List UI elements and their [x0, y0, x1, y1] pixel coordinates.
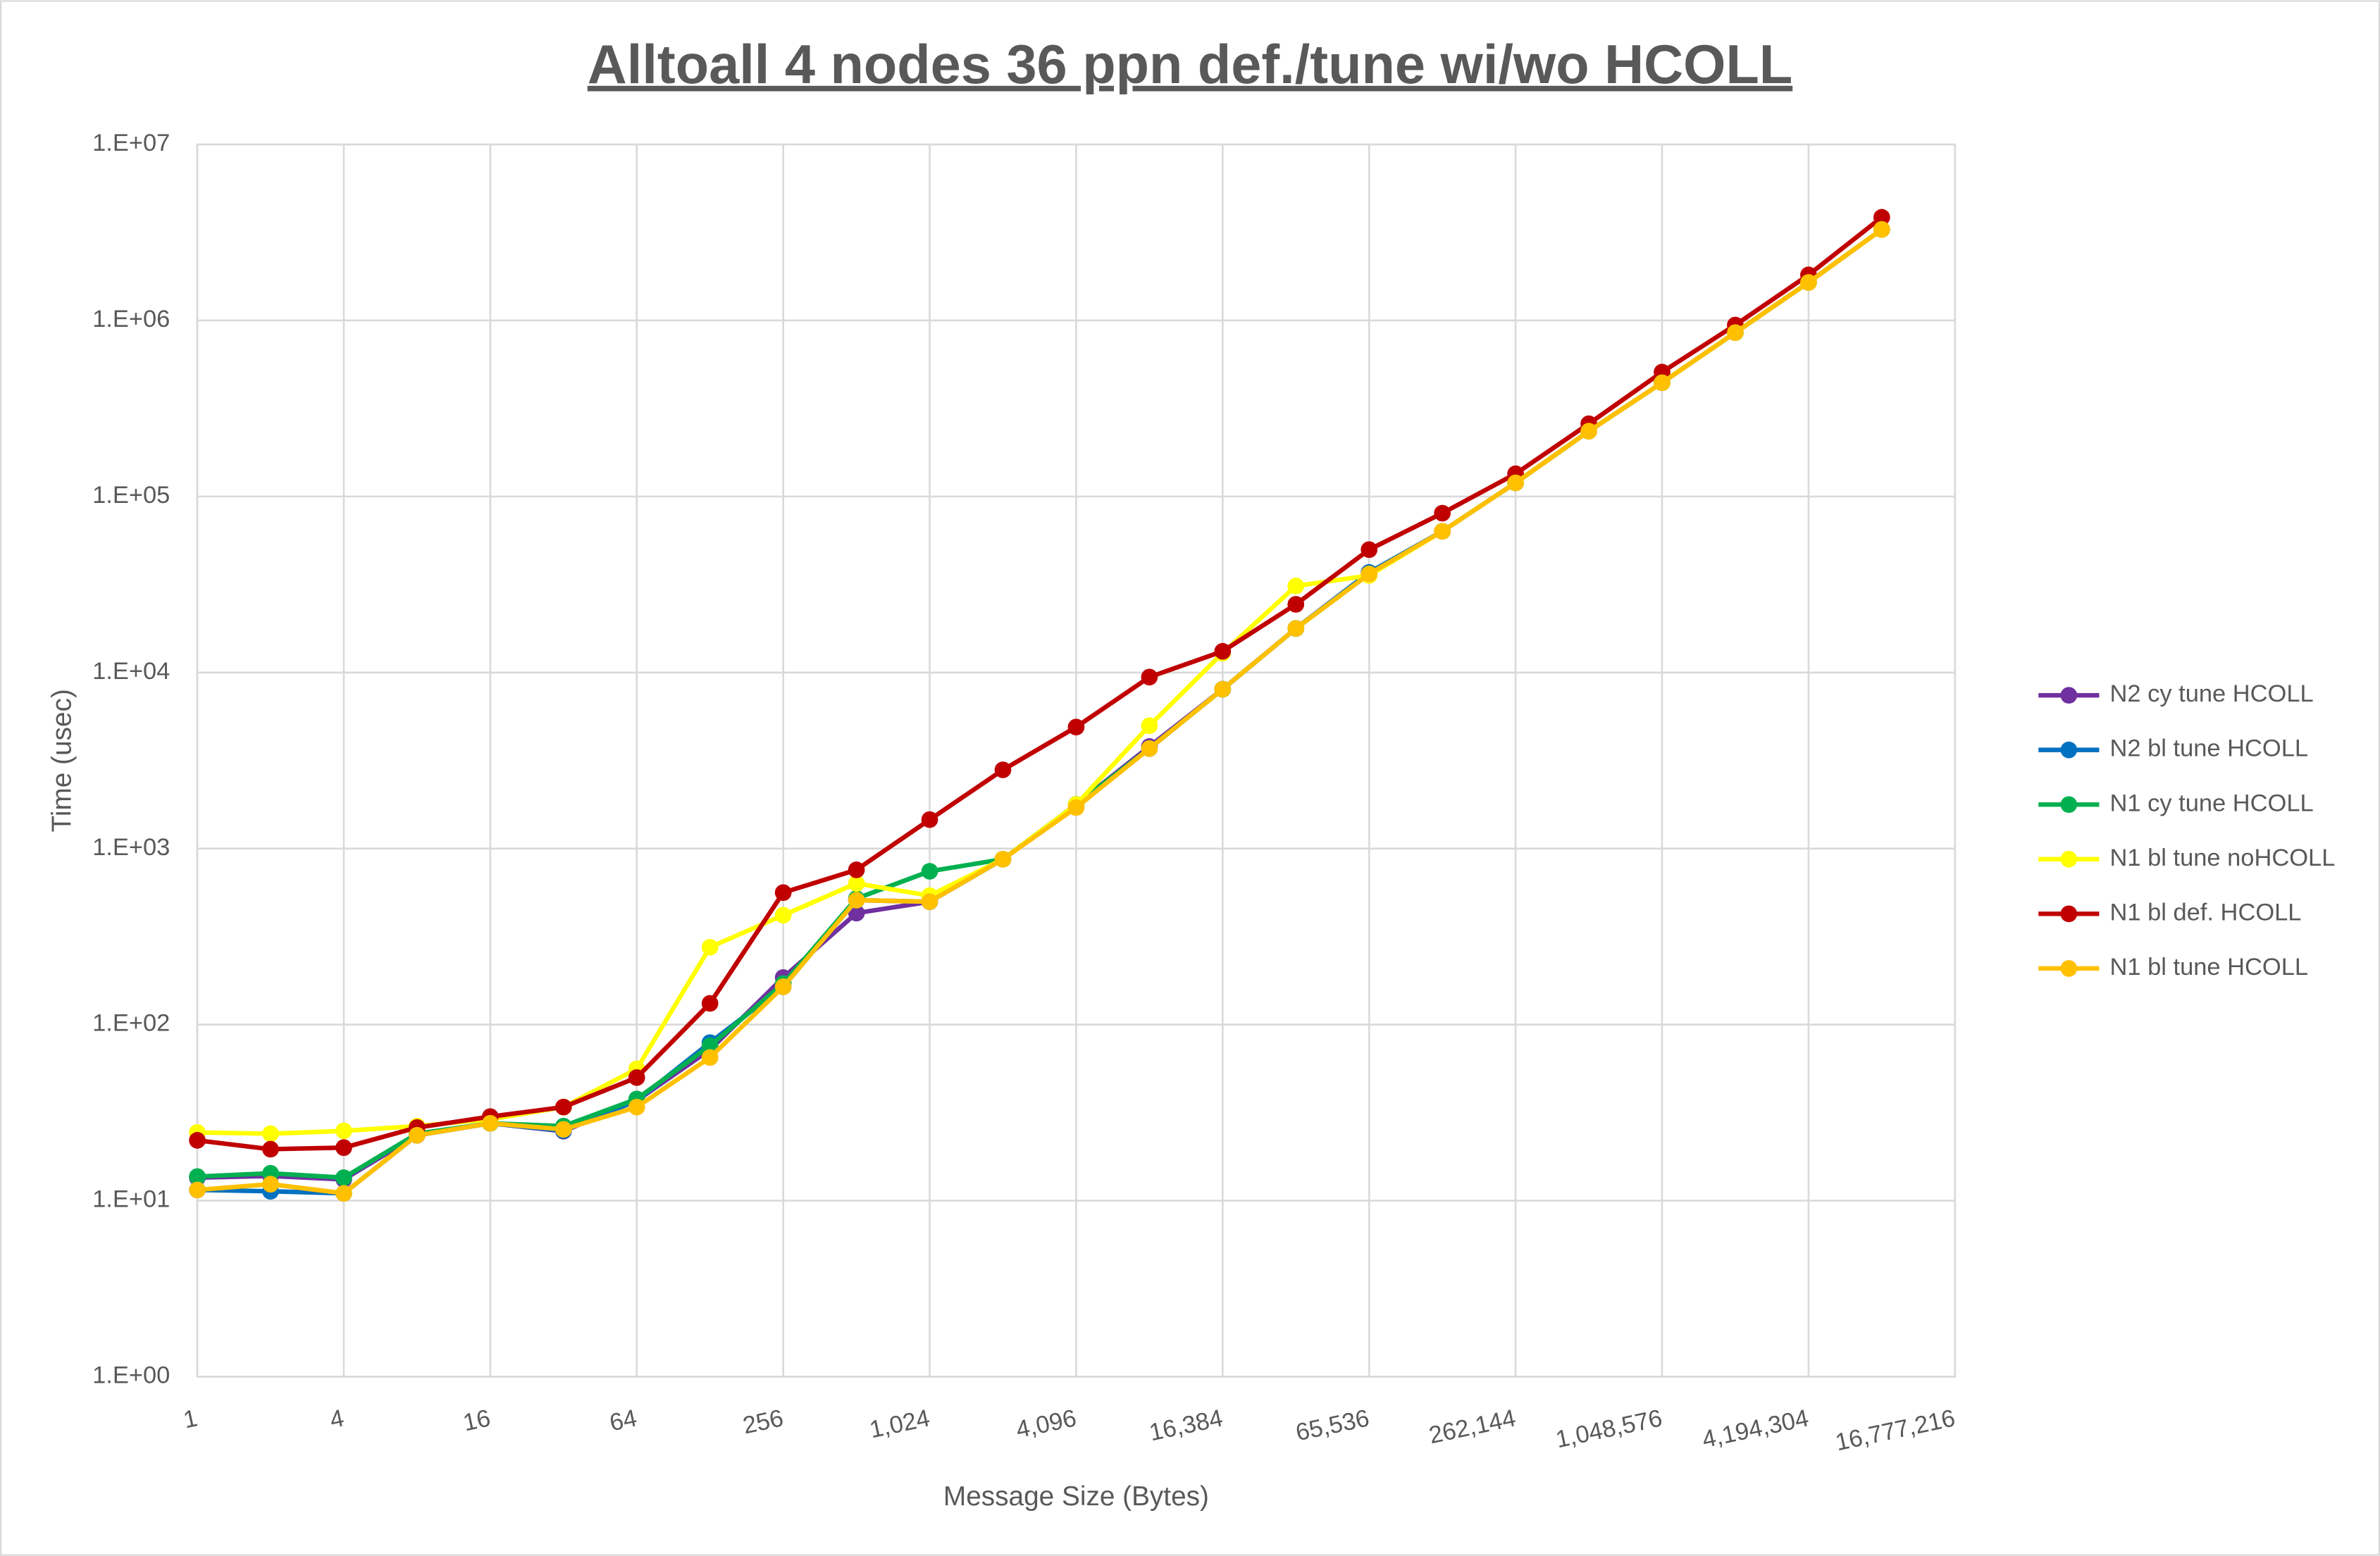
legend-item: N1 cy tune HCOLL — [2038, 790, 2314, 816]
data-point — [628, 1069, 645, 1086]
data-point — [1214, 680, 1232, 698]
x-tick-label: 64 — [607, 1405, 639, 1436]
data-point — [1580, 423, 1597, 440]
data-point — [189, 1132, 206, 1149]
data-point — [335, 1185, 352, 1202]
y-axis-title: Time (usec) — [47, 689, 78, 832]
data-point — [921, 863, 938, 880]
data-point — [701, 1037, 719, 1054]
data-point — [1873, 220, 1890, 238]
data-point — [774, 907, 792, 924]
series — [189, 220, 1890, 1202]
data-point — [994, 850, 1012, 868]
legend-label: N1 cy tune HCOLL — [2110, 790, 2314, 816]
data-point — [482, 1114, 499, 1132]
data-point — [628, 1098, 645, 1116]
data-point — [1434, 504, 1451, 522]
data-point — [1141, 740, 1158, 757]
data-point — [262, 1125, 279, 1143]
data-point — [1361, 541, 1378, 559]
data-point — [1727, 324, 1744, 342]
legend-marker — [2060, 687, 2078, 704]
data-point — [335, 1169, 352, 1186]
x-axis-title: Message Size (Bytes) — [943, 1481, 1209, 1512]
y-tick-label: 1.E+03 — [92, 834, 170, 861]
legend-label: N2 cy tune HCOLL — [2110, 680, 2314, 707]
data-point — [1361, 566, 1378, 583]
data-point — [1873, 208, 1890, 226]
legend-marker — [2060, 905, 2078, 923]
data-point — [335, 1139, 352, 1157]
data-point — [1434, 523, 1451, 540]
legend-label: N1 bl tune noHCOLL — [2110, 845, 2336, 871]
data-point — [1067, 718, 1085, 736]
y-tick-label: 1.E+01 — [92, 1186, 170, 1213]
legend-label: N1 bl def. HCOLL — [2110, 899, 2302, 926]
legend-item: N1 bl def. HCOLL — [2038, 899, 2301, 926]
chart-title: Alltoall 4 nodes 36 ppn def./tune wi/wo … — [588, 35, 1792, 95]
legend-item: N1 bl tune HCOLL — [2038, 954, 2308, 981]
data-point — [262, 1176, 279, 1193]
data-point — [409, 1126, 426, 1144]
legend-marker — [2060, 960, 2078, 977]
data-point — [554, 1098, 572, 1116]
data-point — [335, 1122, 352, 1140]
data-point — [848, 904, 865, 922]
data-point — [1141, 717, 1158, 735]
data-point — [774, 884, 792, 902]
plot-border — [196, 143, 1957, 1378]
data-point — [1287, 596, 1305, 613]
data-point — [1800, 274, 1817, 291]
data-point — [1214, 642, 1232, 660]
y-tick-label: 1.E+04 — [92, 658, 170, 685]
data-point — [701, 995, 719, 1012]
data-point — [1507, 474, 1524, 492]
legend-item: N2 bl tune HCOLL — [2038, 735, 2308, 762]
y-tick-label: 1.E+00 — [92, 1362, 170, 1388]
data-point — [774, 978, 792, 995]
data-point — [189, 1181, 206, 1199]
legend-item: N2 cy tune HCOLL — [2038, 680, 2314, 707]
data-point — [921, 811, 938, 828]
legend-marker — [2060, 741, 2078, 759]
legend-label: N2 bl tune HCOLL — [2110, 735, 2309, 762]
data-point — [701, 938, 719, 956]
data-point — [1287, 620, 1305, 637]
y-tick-label: 1.E+06 — [92, 306, 170, 332]
data-point — [921, 893, 938, 910]
data-point — [554, 1121, 572, 1138]
data-point — [994, 761, 1012, 778]
data-point — [848, 861, 865, 878]
y-tick-label: 1.E+07 — [92, 130, 170, 156]
legend-marker — [2060, 850, 2078, 868]
series-line — [197, 215, 1883, 1152]
data-point — [1141, 668, 1158, 686]
series-line — [197, 228, 1883, 1196]
data-point — [1067, 799, 1085, 816]
x-tick-label: 16 — [461, 1405, 492, 1436]
data-point — [1654, 374, 1671, 392]
legend-marker — [2060, 796, 2078, 814]
data-point — [701, 1049, 719, 1066]
legend-label: N1 bl tune HCOLL — [2110, 954, 2309, 981]
y-tick-label: 1.E+02 — [92, 1010, 170, 1037]
data-point — [848, 875, 865, 892]
y-tick-label: 1.E+05 — [92, 482, 170, 509]
legend-item: N1 bl tune noHCOLL — [2038, 845, 2335, 871]
data-point — [1287, 578, 1305, 595]
data-point — [262, 1140, 279, 1158]
data-point — [189, 1168, 206, 1185]
data-point — [848, 892, 865, 909]
